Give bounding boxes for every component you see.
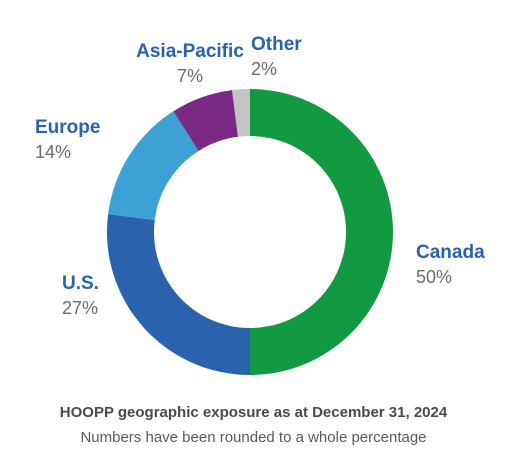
slice-value-asia-pacific: 7% [177, 66, 203, 86]
slice-canada [250, 89, 393, 375]
slice-asia-pacific [173, 90, 238, 151]
slice-labels: Canada 50% U.S. 27% Europe 14% Asia-Pacific 7% O… [35, 34, 485, 318]
slice-value-u-s: 27% [62, 298, 98, 318]
slice-label-other: Other [251, 34, 302, 55]
slice-u-s [106, 214, 251, 375]
slice-value-other: 2% [251, 59, 277, 79]
slice-europe [108, 111, 199, 220]
slice-other [232, 89, 250, 137]
slice-label-europe: Europe [35, 117, 100, 138]
slice-value-europe: 14% [35, 142, 71, 162]
chart-title: HOOPP geographic exposure as at December… [59, 404, 448, 421]
slice-label-asia-pacific: Asia-Pacific [136, 41, 244, 62]
slice-label-u-s: U.S. [62, 273, 99, 294]
donut-slices [106, 89, 393, 375]
slice-value-canada: 50% [416, 267, 452, 287]
chart-subtitle: Numbers have been rounded to a whole per… [80, 429, 427, 446]
slice-label-canada: Canada [416, 242, 485, 263]
